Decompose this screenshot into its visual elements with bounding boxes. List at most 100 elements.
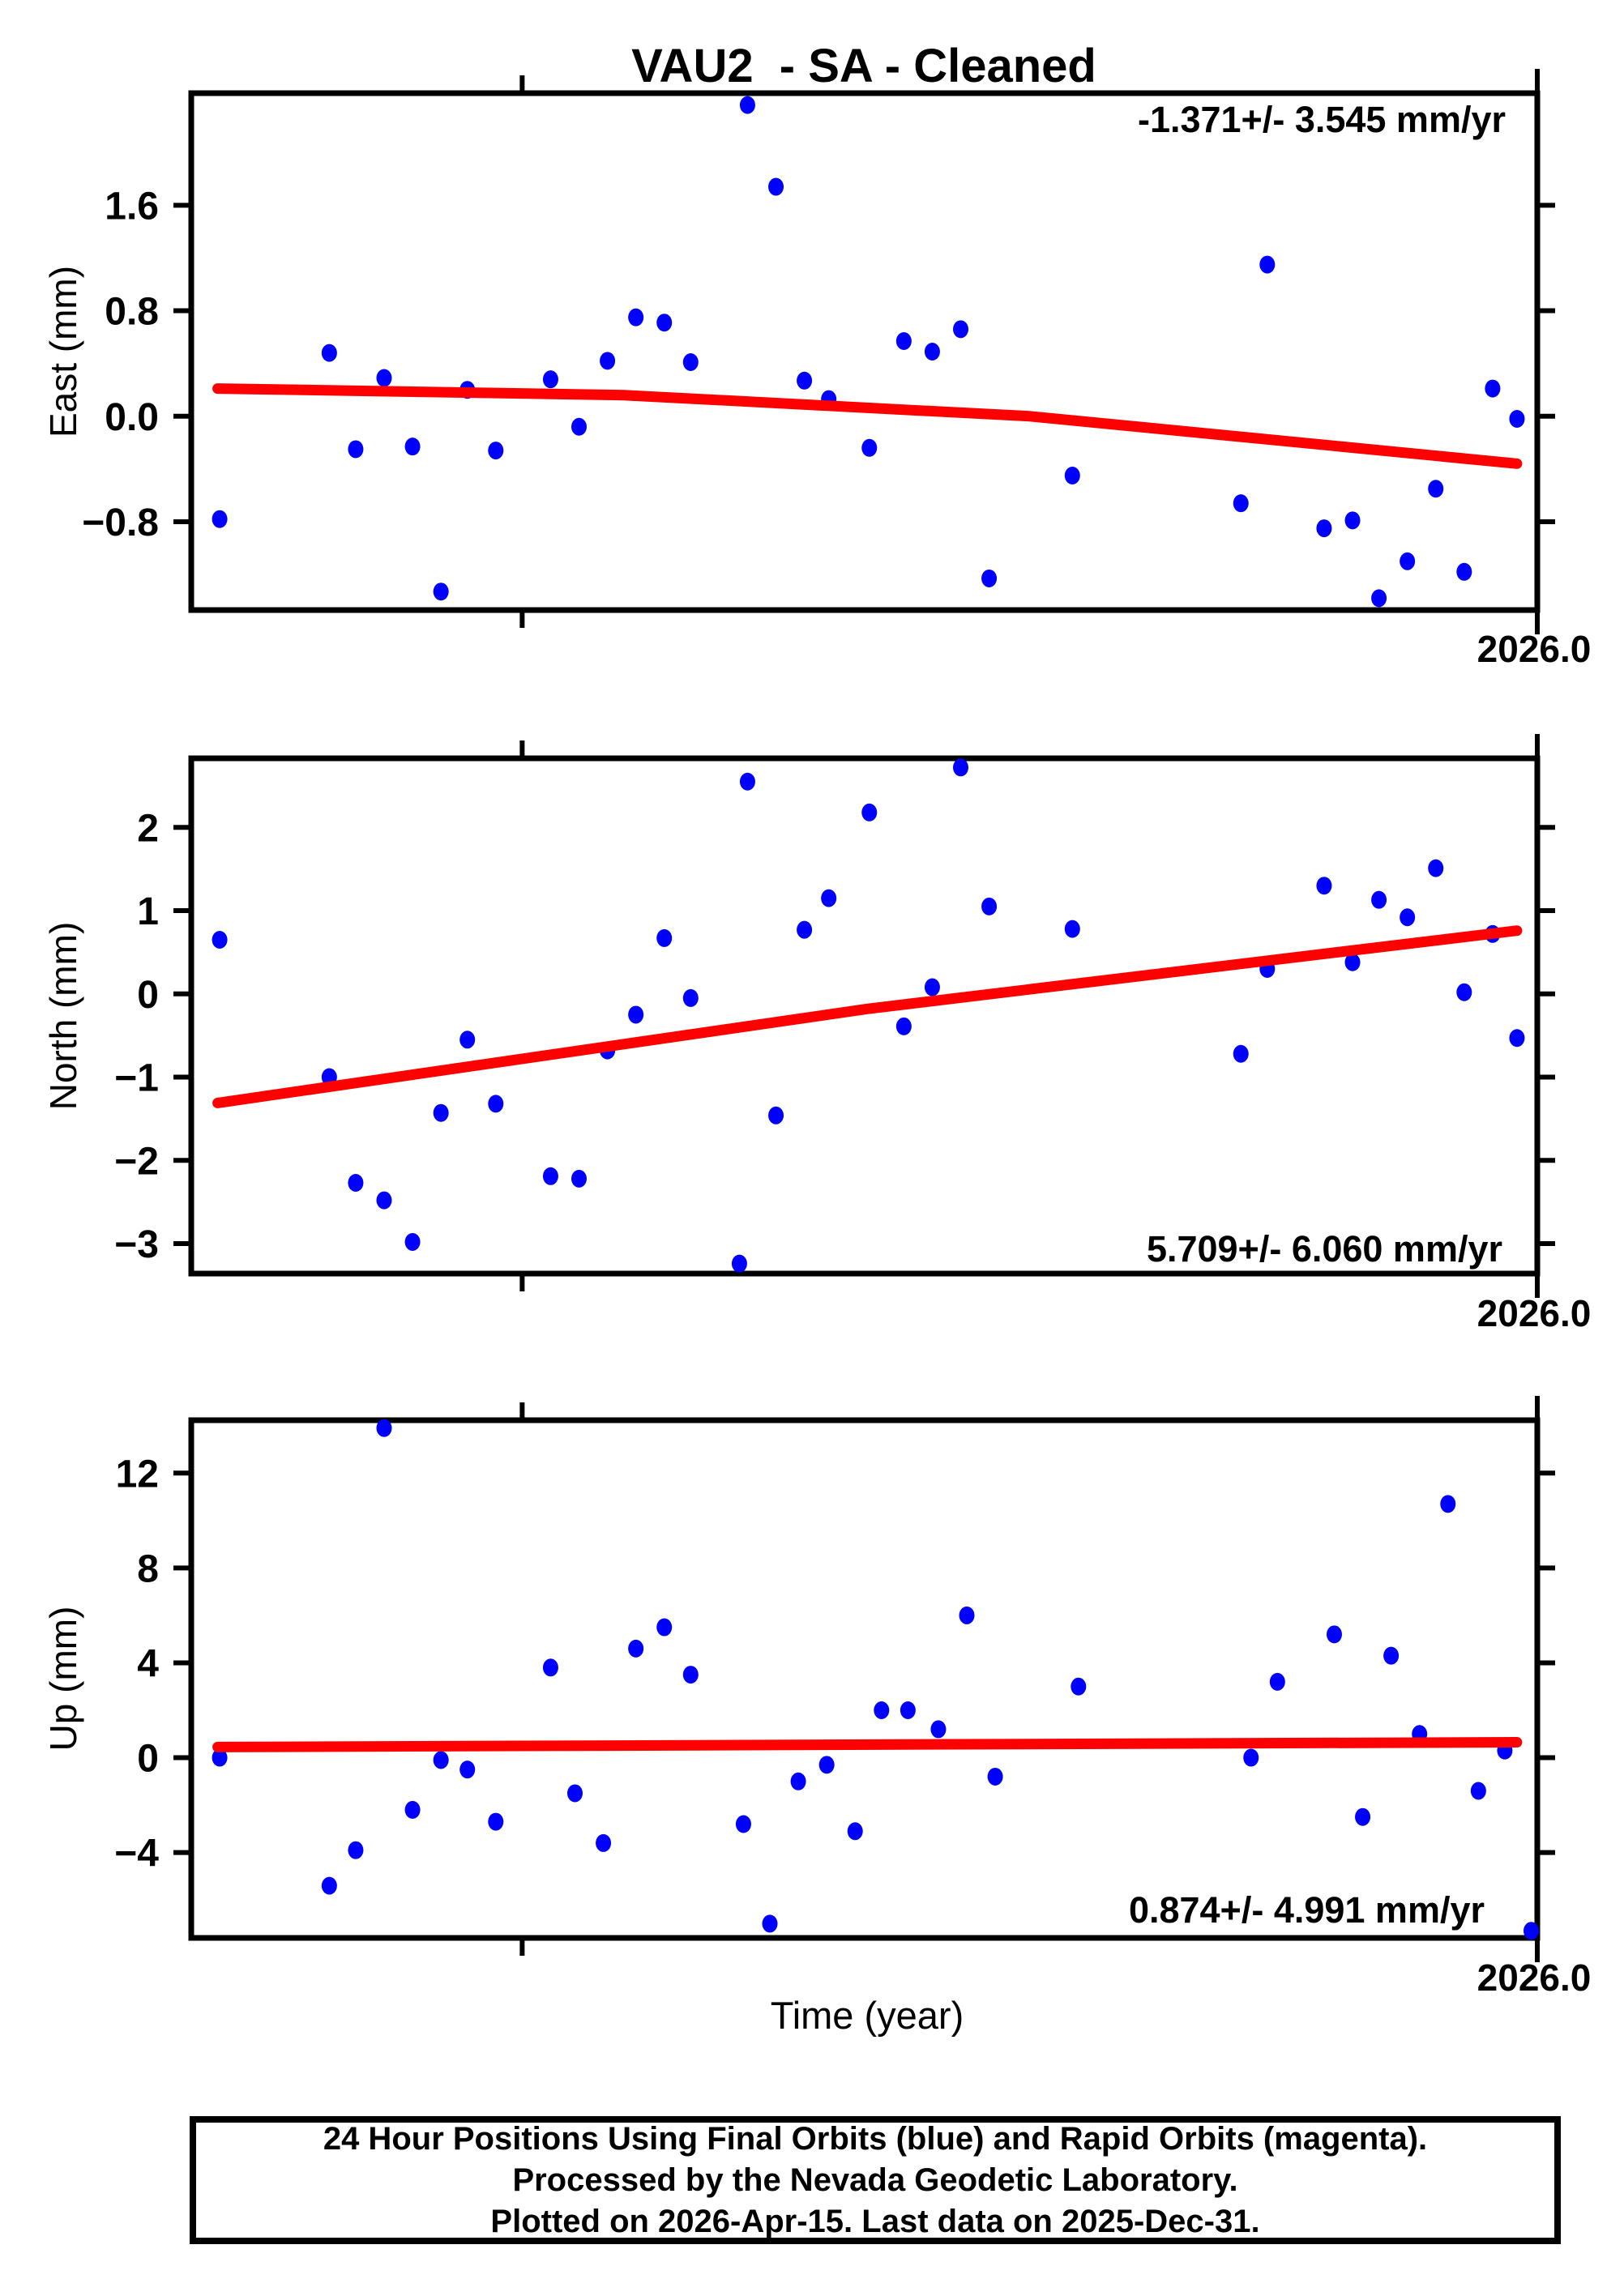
east-ytick-label: 1.6 [105, 185, 159, 228]
north-data-point [1344, 953, 1361, 971]
east-data-point [488, 442, 504, 460]
north-data-point [682, 988, 699, 1007]
east-xtick-label: 2026.0 [1477, 628, 1592, 670]
east-data-point [656, 314, 673, 332]
up-data-point [790, 1772, 806, 1790]
east-data-point [924, 343, 940, 361]
east-rate-annotation: -1.371+/- 3.545 mm/yr [1137, 99, 1506, 140]
up-data-point [847, 1822, 863, 1841]
up-data-point [628, 1639, 644, 1658]
up-data-point [596, 1833, 612, 1852]
north-ytick-label: 2 [137, 807, 159, 850]
footer-box: 24 Hour Positions Using Final Orbits (bl… [190, 2116, 1561, 2244]
east-axis-title: East (mm) [42, 265, 84, 438]
page-title: VAU2 - SA - Cleaned [631, 40, 1096, 92]
north-data-point [797, 920, 813, 939]
east-data-point [797, 371, 813, 390]
east-data-point [1509, 410, 1525, 429]
north-data-point [981, 897, 998, 915]
east-frame [188, 90, 1541, 613]
east-data-point [404, 437, 421, 456]
north-ytick-label: −1 [114, 1057, 159, 1100]
north-data-point [656, 928, 673, 947]
north-data-point [628, 1005, 644, 1024]
up-data-point [1355, 1807, 1371, 1826]
east-data-point [1233, 494, 1249, 513]
up-ytick-label: 8 [137, 1547, 159, 1590]
up-axis-title: Up (mm) [42, 1606, 84, 1752]
up-ytick-label: 4 [137, 1642, 159, 1685]
up-data-point [762, 1914, 778, 1933]
up-data-point [959, 1606, 975, 1624]
east-data-point [861, 438, 878, 457]
up-data-point [1243, 1748, 1259, 1767]
north-data-point [212, 930, 228, 949]
up-data-point [930, 1720, 947, 1739]
north-data-point [924, 978, 940, 996]
north-frame [188, 755, 1541, 1277]
north-ytick-label: 1 [137, 890, 159, 933]
north-data-point [1400, 908, 1416, 927]
north-data-point [1371, 890, 1387, 909]
north-rate-annotation: 5.709+/- 6.060 mm/yr [1146, 1228, 1502, 1270]
north-data-point [542, 1167, 558, 1185]
up-data-point [459, 1760, 476, 1779]
up-data-point [1269, 1672, 1285, 1691]
up-data-point [488, 1812, 504, 1831]
north-data-point [1509, 1029, 1525, 1048]
x-axis-title: Time (year) [770, 1994, 964, 2037]
up-data-point [404, 1800, 421, 1819]
up-ytick-label: 12 [116, 1453, 159, 1496]
up-data-point [818, 1756, 835, 1774]
up-data-point [566, 1784, 583, 1803]
north-trend-line [212, 925, 1523, 1108]
east-data-point [1064, 466, 1080, 484]
north-ytick-label: −3 [114, 1223, 159, 1266]
north-data-point [821, 889, 837, 907]
east-data-point [1485, 379, 1501, 398]
up-ytick-label: −4 [114, 1833, 159, 1876]
east-data-point [348, 440, 364, 459]
north-data-point [1316, 877, 1332, 895]
up-ytick-label: 0 [137, 1738, 159, 1781]
up-subplot: 12 8 4 0 −4 [114, 1396, 1555, 1962]
north-data-point [1428, 859, 1444, 877]
north-data-point [768, 1106, 784, 1125]
up-data-point [1326, 1625, 1342, 1644]
east-data-point [571, 417, 588, 436]
footer-line-plotted: Plotted on 2026-Apr-15. Last data on 202… [490, 2203, 1260, 2239]
footer-line-orbits: 24 Hour Positions Using Final Orbits (bl… [323, 2120, 1428, 2157]
up-data-point [1383, 1646, 1400, 1665]
east-data-point [981, 569, 998, 587]
up-data-point [987, 1767, 1003, 1786]
east-data-point [682, 353, 699, 372]
up-data-point [376, 1419, 392, 1437]
up-data-point [900, 1701, 916, 1719]
east-subplot: 1.6 0.8 0.0 −0.8 [82, 69, 1555, 634]
east-data-point [600, 352, 616, 370]
east-data-point [1316, 519, 1332, 538]
up-data-point [1470, 1782, 1486, 1800]
north-data-point [376, 1191, 392, 1210]
east-data-point [1371, 589, 1387, 608]
up-data-point [433, 1751, 449, 1769]
north-axis-title: North (mm) [42, 921, 84, 1111]
east-data-point [212, 510, 228, 528]
north-data-point [731, 1254, 747, 1273]
north-data-point [571, 1169, 588, 1188]
north-data-point [1064, 920, 1080, 938]
north-subplot: 2 1 0 −1 −2 −3 [114, 734, 1555, 1298]
north-data-point [1456, 983, 1472, 1001]
north-data-point [1233, 1044, 1249, 1063]
north-data-point [404, 1232, 421, 1251]
north-ytick-label: 0 [137, 974, 159, 1017]
north-ytick-label: −2 [114, 1140, 159, 1183]
east-data-point [768, 177, 784, 196]
up-data-point [874, 1701, 890, 1719]
east-ytick-label: −0.8 [82, 501, 159, 544]
up-data-point [542, 1658, 558, 1677]
up-data-point [1071, 1677, 1087, 1696]
up-xtick-label: 2026.0 [1477, 1957, 1592, 1999]
east-data-point [1428, 480, 1444, 498]
